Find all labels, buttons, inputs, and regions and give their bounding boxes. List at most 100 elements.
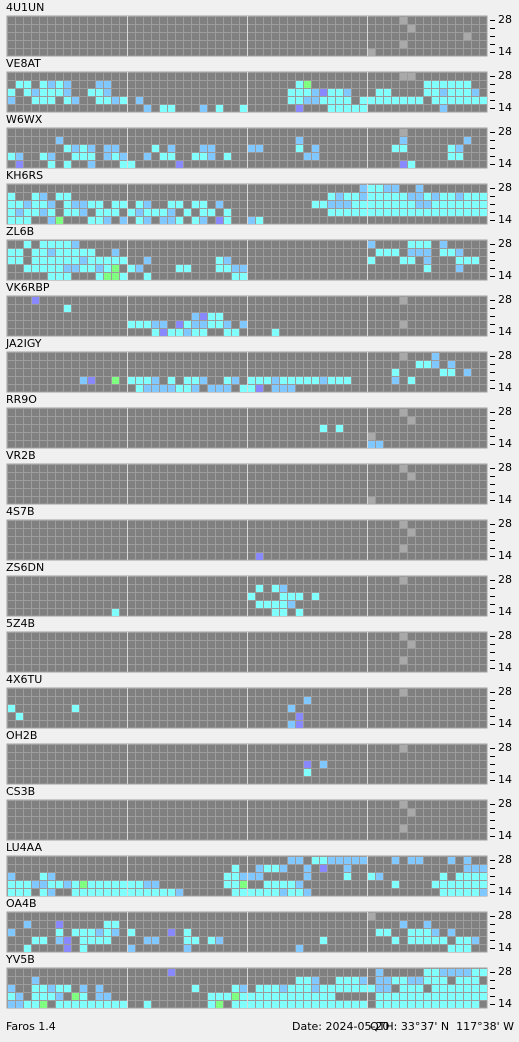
- signal-cell: [72, 257, 79, 264]
- signal-cell: [144, 273, 151, 280]
- signal-cell: [280, 889, 287, 896]
- signal-cell: [296, 81, 303, 88]
- station-name: YV5B: [5, 953, 35, 966]
- signal-cell: [160, 217, 167, 224]
- signal-cell: [72, 705, 79, 712]
- signal-cell: [328, 1001, 335, 1008]
- signal-cell: [448, 945, 455, 952]
- station-name: VR2B: [6, 449, 36, 462]
- signal-cell: [40, 241, 47, 248]
- station-name: VK6RBP: [6, 281, 50, 294]
- signal-cell: [424, 201, 431, 208]
- signal-cell: [360, 985, 367, 992]
- signal-cell: [104, 145, 111, 152]
- signal-cell: [304, 769, 311, 776]
- signal-cell: [296, 377, 303, 384]
- signal-cell: [304, 153, 311, 160]
- signal-cell: [32, 249, 39, 256]
- signal-cell: [40, 1001, 47, 1008]
- signal-cell: [448, 249, 455, 256]
- signal-cell: [328, 193, 335, 200]
- signal-cell: [368, 985, 375, 992]
- signal-cell: [424, 937, 431, 944]
- signal-cell: [336, 193, 343, 200]
- signal-cell: [384, 185, 391, 192]
- signal-cell: [344, 209, 351, 216]
- signal-cell: [184, 377, 191, 384]
- signal-cell: [456, 209, 463, 216]
- signal-cell: [320, 985, 327, 992]
- signal-cell: [432, 353, 439, 360]
- signal-cell: [392, 857, 399, 864]
- signal-cell: [256, 1001, 263, 1008]
- signal-cell: [16, 889, 23, 896]
- signal-cell: [176, 385, 183, 392]
- signal-cell: [304, 865, 311, 872]
- signal-cell: [448, 361, 455, 368]
- signal-cell: [248, 385, 255, 392]
- signal-cell: [424, 89, 431, 96]
- signal-cell: [280, 1001, 287, 1008]
- signal-cell: [400, 209, 407, 216]
- signal-cell: [176, 889, 183, 896]
- signal-cell: [192, 153, 199, 160]
- signal-cell: [320, 993, 327, 1000]
- signal-cell: [280, 985, 287, 992]
- signal-cell: [88, 937, 95, 944]
- band-label-top: 28: [498, 405, 512, 418]
- signal-cell: [56, 241, 63, 248]
- signal-cell: [8, 873, 15, 880]
- signal-cell: [312, 593, 319, 600]
- signal-cell: [48, 265, 55, 272]
- signal-cell: [208, 313, 215, 320]
- signal-cell: [104, 993, 111, 1000]
- signal-cell: [448, 209, 455, 216]
- signal-cell: [416, 929, 423, 936]
- signal-cell: [56, 921, 63, 928]
- signal-cell: [264, 985, 271, 992]
- signal-cell: [144, 217, 151, 224]
- signal-cell: [376, 193, 383, 200]
- signal-cell: [16, 257, 23, 264]
- signal-cell: [328, 377, 335, 384]
- signal-cell: [232, 273, 239, 280]
- signal-cell: [376, 249, 383, 256]
- signal-cell: [216, 993, 223, 1000]
- signal-cell: [392, 937, 399, 944]
- signal-cell: [440, 881, 447, 888]
- signal-cell: [104, 929, 111, 936]
- signal-cell: [208, 1001, 215, 1008]
- signal-cell: [296, 137, 303, 144]
- signal-cell: [400, 297, 407, 304]
- signal-cell: [184, 385, 191, 392]
- station-name: 4S7B: [6, 505, 35, 518]
- signal-cell: [336, 89, 343, 96]
- signal-cell: [72, 209, 79, 216]
- signal-cell: [360, 97, 367, 104]
- signal-cell: [120, 217, 127, 224]
- signal-cell: [96, 985, 103, 992]
- signal-cell: [64, 89, 71, 96]
- signal-cell: [48, 209, 55, 216]
- station-name: 5Z4B: [6, 617, 35, 630]
- signal-cell: [248, 593, 255, 600]
- signal-cell: [88, 265, 95, 272]
- signal-cell: [256, 873, 263, 880]
- signal-cell: [336, 377, 343, 384]
- signal-cell: [480, 209, 487, 216]
- signal-cell: [200, 329, 207, 336]
- signal-cell: [208, 937, 215, 944]
- signal-cell: [24, 265, 31, 272]
- signal-cell: [40, 249, 47, 256]
- signal-cell: [296, 993, 303, 1000]
- signal-cell: [448, 153, 455, 160]
- signal-cell: [456, 889, 463, 896]
- signal-cell: [336, 857, 343, 864]
- signal-cell: [8, 193, 15, 200]
- signal-cell: [344, 865, 351, 872]
- signal-cell: [272, 985, 279, 992]
- signal-cell: [224, 257, 231, 264]
- signal-cell: [200, 145, 207, 152]
- signal-cell: [56, 929, 63, 936]
- signal-cell: [216, 1001, 223, 1008]
